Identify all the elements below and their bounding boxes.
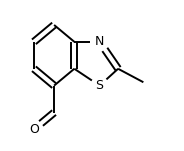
Text: O: O xyxy=(29,123,39,136)
Text: N: N xyxy=(95,35,104,48)
Text: S: S xyxy=(95,79,104,92)
